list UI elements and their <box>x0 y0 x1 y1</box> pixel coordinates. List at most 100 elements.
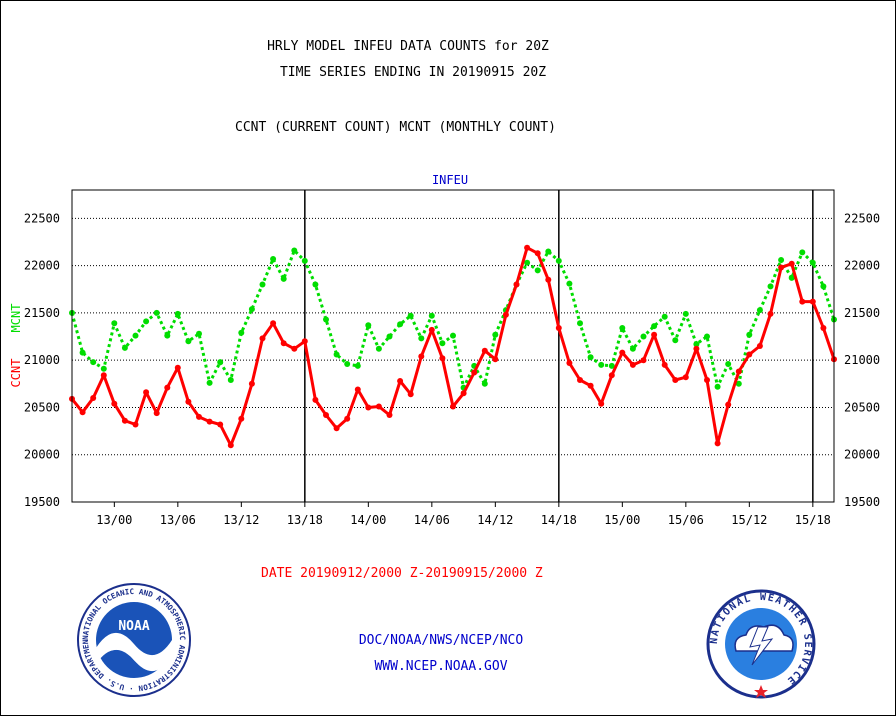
data-point-mcnt <box>153 309 160 316</box>
data-point-mcnt <box>608 362 615 369</box>
data-point-ccnt <box>513 281 520 288</box>
data-point-mcnt <box>238 329 245 336</box>
data-point-mcnt <box>555 257 562 264</box>
data-point-ccnt <box>143 389 150 396</box>
y-tick-label-right: 22000 <box>844 259 880 273</box>
y-ticks-left: 19500 20000 20500 21000 21500 22000 22500 <box>24 211 60 509</box>
data-point-ccnt <box>439 355 446 362</box>
x-tick-label: 15/00 <box>604 513 640 527</box>
x-tick-label: 14/12 <box>477 513 513 527</box>
x-tick-label: 13/12 <box>223 513 259 527</box>
data-point-ccnt <box>640 357 647 364</box>
data-point-ccnt <box>471 369 478 376</box>
y-ticks-right: 19500 20000 20500 21000 21500 22000 22500 <box>844 211 880 509</box>
data-point-mcnt <box>820 283 827 290</box>
data-point-mcnt <box>407 312 414 319</box>
header-line-2: TIME SERIES ENDING IN 20190915 20Z <box>279 65 547 80</box>
data-point-ccnt <box>704 377 710 383</box>
chart-title: INFEU <box>432 173 468 187</box>
data-point-mcnt <box>746 331 753 338</box>
y-axis-label-left: CCNT <box>9 359 23 388</box>
data-point-mcnt <box>227 377 234 383</box>
url-link[interactable]: WWW.NCEP.NOAA.GOV <box>374 659 508 674</box>
data-point-ccnt <box>492 356 499 363</box>
data-point-mcnt <box>672 337 679 344</box>
data-point-mcnt <box>301 257 308 264</box>
data-point-mcnt <box>534 267 541 274</box>
data-point-mcnt <box>704 333 710 340</box>
data-point-ccnt <box>386 412 393 418</box>
data-point-ccnt <box>418 353 425 360</box>
data-point-mcnt <box>661 313 668 320</box>
data-point-ccnt <box>90 395 97 401</box>
data-point-mcnt <box>143 318 150 325</box>
data-point-mcnt <box>524 259 531 266</box>
data-point-ccnt <box>428 326 435 333</box>
y-tick-label-left: 19500 <box>24 495 60 509</box>
data-point-ccnt <box>545 276 552 283</box>
data-point-mcnt <box>90 359 97 366</box>
data-point-ccnt <box>661 361 668 368</box>
plot-area-border <box>71 189 835 503</box>
data-point-mcnt <box>418 335 425 342</box>
data-point-mcnt <box>164 332 171 339</box>
series-ccnt <box>69 244 837 449</box>
data-point-ccnt <box>111 400 118 407</box>
data-point-mcnt <box>270 256 277 262</box>
data-point-ccnt <box>354 386 361 393</box>
data-point-mcnt <box>354 362 361 369</box>
data-point-ccnt <box>196 413 202 420</box>
data-point-ccnt <box>672 377 679 383</box>
series-mcnt <box>69 247 837 391</box>
data-point-ccnt <box>238 415 245 422</box>
data-point-mcnt <box>809 259 816 266</box>
data-point-ccnt <box>682 374 689 381</box>
x-tick-label: 14/00 <box>350 513 386 527</box>
data-point-mcnt <box>651 323 658 330</box>
data-point-ccnt <box>397 378 404 384</box>
y-tick-label-left: 21000 <box>24 353 60 367</box>
data-point-ccnt <box>619 349 626 356</box>
data-point-ccnt <box>555 325 562 331</box>
data-point-mcnt <box>132 332 139 339</box>
header-line-3: CCNT (CURRENT COUNT) MCNT (MONTHLY COUNT… <box>235 120 556 135</box>
y-tick-label-left: 22500 <box>24 211 60 225</box>
data-point-ccnt <box>248 380 255 387</box>
data-point-ccnt <box>524 244 531 251</box>
nws-logo: NATIONAL WEATHER SERVICE <box>706 589 816 699</box>
data-point-mcnt <box>291 247 298 254</box>
data-point-ccnt <box>746 351 753 358</box>
data-point-mcnt <box>259 281 266 288</box>
data-point-mcnt <box>206 379 213 386</box>
y-tick-label-left: 20500 <box>24 400 60 414</box>
data-point-mcnt <box>248 306 255 313</box>
x-tick-label: 14/18 <box>541 513 577 527</box>
data-point-mcnt <box>121 344 128 351</box>
data-point-ccnt <box>312 396 319 403</box>
y-tick-label-right: 21000 <box>844 353 880 367</box>
series-line-mcnt <box>70 249 836 390</box>
data-point-ccnt <box>79 409 86 416</box>
data-point-ccnt <box>799 298 806 305</box>
data-point-mcnt <box>174 310 181 317</box>
data-point-mcnt <box>756 307 763 314</box>
data-point-ccnt <box>344 415 351 422</box>
data-point-mcnt <box>682 310 689 317</box>
data-point-mcnt <box>619 325 626 331</box>
data-point-mcnt <box>111 320 118 327</box>
data-point-mcnt <box>714 383 721 390</box>
data-point-ccnt <box>280 340 287 347</box>
data-point-ccnt <box>629 361 636 368</box>
data-point-mcnt <box>365 322 372 329</box>
data-point-mcnt <box>598 361 605 368</box>
data-point-ccnt <box>301 338 308 345</box>
series-line-ccnt <box>70 246 836 447</box>
data-point-mcnt <box>450 332 456 339</box>
data-point-mcnt <box>312 281 319 288</box>
data-point-ccnt <box>375 403 382 410</box>
data-point-ccnt <box>587 382 594 389</box>
data-point-mcnt <box>185 338 192 345</box>
data-point-mcnt <box>344 361 351 367</box>
data-point-ccnt <box>270 320 277 327</box>
data-point-mcnt <box>545 248 552 255</box>
